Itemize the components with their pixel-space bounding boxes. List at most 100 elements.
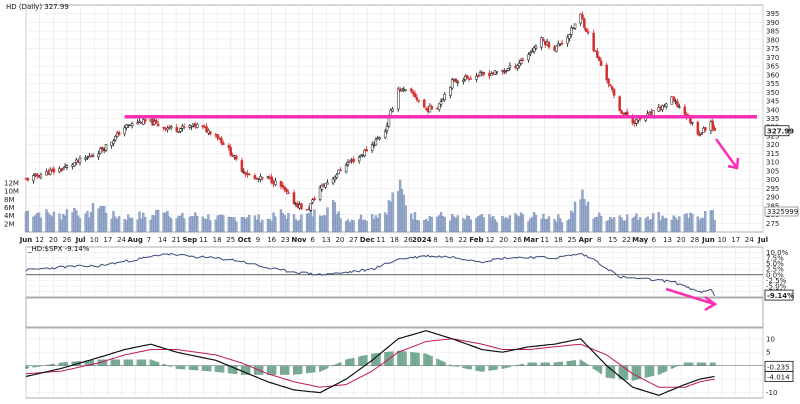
x-tick-label: 22 [458, 236, 467, 244]
candle-body [281, 184, 285, 188]
macd-histogram-bar [652, 365, 655, 376]
volume-axis-label: 8M [4, 196, 15, 204]
volume-bar [47, 212, 50, 233]
macd-histogram-bar [415, 352, 418, 366]
macd-histogram-bar [227, 365, 230, 374]
candle-body [462, 79, 465, 82]
macd-histogram-bar [324, 365, 327, 370]
volume-bar [389, 201, 392, 233]
macd-histogram-bar [60, 362, 63, 366]
candle-body [599, 60, 603, 66]
macd-histogram-bar [306, 365, 309, 374]
macd-histogram-bar [39, 365, 42, 367]
candle-body [209, 131, 212, 135]
volume-bar [91, 203, 95, 233]
macd-histogram-bar [440, 360, 443, 366]
macd-histogram-bar [25, 365, 28, 369]
macd-histogram-bar [363, 355, 366, 366]
candle-body [177, 130, 180, 133]
macd-histogram-bar [678, 365, 681, 366]
volume-bar [352, 220, 355, 233]
candle-body [216, 134, 219, 139]
macd-histogram-bar [274, 365, 277, 375]
x-tick-label: 16 [445, 236, 454, 244]
volume-bar [540, 218, 543, 233]
candle-body [35, 173, 39, 177]
candle-body [597, 57, 601, 61]
volume-bar [430, 217, 433, 233]
candle-body [142, 119, 145, 125]
price-y-tick: 380 [766, 36, 779, 44]
candle-body [711, 120, 714, 130]
macd-histogram-bar [214, 365, 217, 372]
volume-bar [687, 218, 690, 233]
volume-bar [443, 217, 446, 233]
candle-body [287, 192, 290, 194]
volume-bar [633, 216, 636, 233]
volume-bar [117, 216, 121, 233]
volume-bar [683, 214, 686, 233]
candle-body [26, 177, 30, 181]
candle-body [611, 86, 614, 90]
volume-bar [65, 209, 69, 233]
candle-body [592, 32, 595, 51]
candle-body [335, 174, 339, 178]
volume-bar [625, 214, 629, 233]
candle-body [583, 18, 586, 28]
volume-bar [71, 212, 74, 233]
macd-histogram-bar [279, 365, 282, 375]
rs-line [25, 252, 716, 297]
macd-histogram-bar [507, 365, 510, 368]
volume-bar [129, 218, 132, 233]
volume-bar [583, 199, 586, 233]
candle-body [162, 126, 165, 129]
macd-histogram-bar [479, 365, 482, 372]
volume-bar [242, 217, 245, 233]
candle-body [638, 118, 642, 120]
x-tick-label: 10 [718, 236, 727, 244]
candle-body [248, 173, 251, 176]
x-tick-label: 8 [433, 236, 437, 244]
candle-body [229, 147, 232, 156]
volume-bar [657, 212, 660, 233]
volume-bar [266, 218, 270, 233]
volume-bar [410, 213, 413, 233]
candle-body [620, 110, 623, 114]
candle-body [138, 120, 141, 123]
candle-body [300, 203, 303, 210]
macd-histogram-bar [704, 362, 707, 366]
x-tick-label: 25 [567, 236, 576, 244]
macd-histogram-bar [665, 365, 668, 372]
volume-bar [292, 214, 296, 233]
volume-bar [516, 215, 519, 233]
macd-histogram-bar [190, 365, 193, 370]
macd-histogram-bar [125, 359, 128, 366]
macd-histogram-bar [464, 365, 467, 369]
candle-body [475, 75, 478, 80]
macd-histogram-bar [698, 362, 701, 366]
macd-histogram-bar [168, 365, 171, 367]
volume-bar [402, 194, 405, 233]
candle-body [123, 127, 126, 135]
volume-bar [294, 219, 298, 233]
macd-histogram-bar [505, 365, 508, 368]
candle-body [279, 180, 283, 187]
price-y-tick: 345 [766, 98, 779, 106]
volume-bar [130, 217, 134, 233]
x-tick-label: 8 [597, 236, 601, 244]
volume-bar [300, 214, 303, 233]
volume-bar [76, 215, 80, 233]
price-y-tick: 395 [766, 10, 779, 18]
macd-histogram-bar [339, 362, 342, 366]
candle-body [91, 155, 95, 157]
macd-histogram-bar [646, 365, 649, 378]
macd-histogram-bar [118, 359, 121, 366]
macd-histogram-bar [320, 365, 323, 371]
x-tick-label: Apr [579, 236, 593, 244]
macd-histogram-bar [177, 365, 180, 369]
candle-body [417, 99, 420, 102]
candle-body [182, 126, 186, 128]
candle-body [558, 43, 562, 46]
candle-body [114, 136, 117, 141]
macd-histogram-bar [65, 362, 68, 366]
